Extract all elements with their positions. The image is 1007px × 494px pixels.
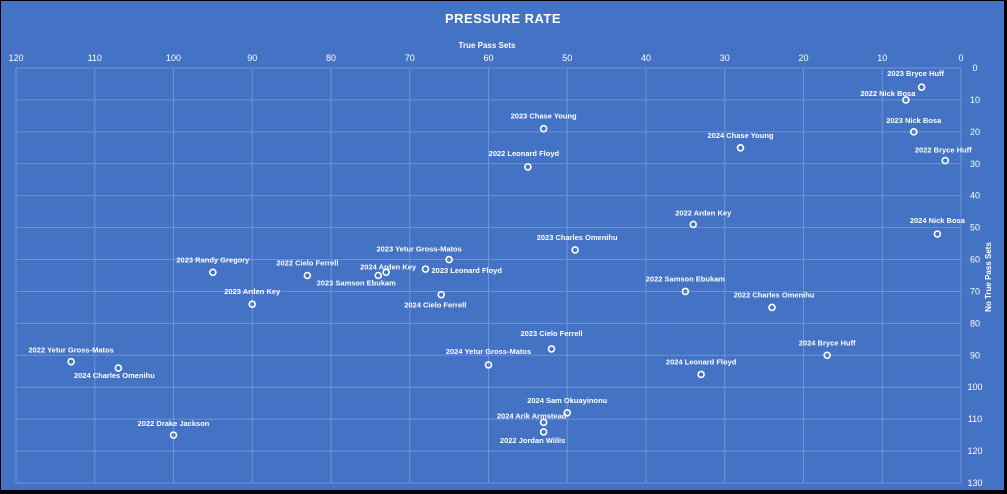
data-point-label: 2022 Yetur Gross-Matos [28, 346, 113, 355]
data-point [768, 303, 776, 312]
x-axis-title: True Pass Sets [459, 41, 516, 50]
grid-lines [15, 67, 962, 484]
data-point [539, 124, 548, 133]
x-tick-label: 50 [562, 53, 572, 63]
data-point [209, 268, 217, 277]
data-point [736, 144, 745, 152]
data-point-label: 2024 Cielo Ferrell [404, 301, 466, 310]
y-tick-label: 0 [972, 63, 977, 73]
data-point-label: 2023 Samson Ebukam [317, 279, 397, 288]
x-tick-label: 0 [958, 53, 963, 63]
data-point-label: 2023 Cielo Ferrell [520, 329, 582, 338]
y-tick-label: 80 [970, 318, 980, 328]
y-tick-label: 30 [970, 159, 980, 169]
data-point [169, 431, 178, 439]
x-tick-label: 80 [326, 53, 336, 63]
data-point [303, 271, 312, 280]
data-point-label: 2022 Nick Bosa [860, 89, 916, 98]
data-point-label: 2024 Leonard Floyd [666, 357, 737, 366]
data-point-label: 2023 Randy Gregory [176, 255, 250, 264]
y-tick-label: 60 [970, 255, 980, 265]
data-point [547, 345, 556, 353]
data-point-label: 2022 Cielo Ferrell [276, 259, 338, 268]
data-point [689, 220, 698, 229]
y-tick-label: 50 [970, 223, 980, 233]
data-point-label: 2022 Bryce Huff [915, 146, 972, 155]
x-tick-label: 120 [8, 53, 23, 63]
data-point [248, 300, 257, 309]
data-points [67, 83, 950, 439]
y-tick-label: 20 [970, 127, 980, 137]
data-point-label: 2024 Chase Young [708, 131, 774, 140]
data-point [114, 364, 123, 372]
y-tick-label: 120 [967, 446, 982, 456]
data-point-label: 2023 Yetur Gross-Matos [376, 245, 461, 254]
data-point-label: 2023 Leonard Floyd [432, 266, 503, 275]
data-point [437, 290, 446, 299]
data-point [539, 418, 548, 427]
data-point-label: 2023 Arden Key [224, 287, 281, 296]
data-point-label: 2024 Arden Key [360, 262, 417, 271]
data-point [571, 246, 579, 254]
data-point-label: 2023 Bryce Huff [887, 69, 944, 78]
y-tick-label: 110 [968, 414, 982, 424]
data-point [909, 128, 918, 136]
data-point-label: 2024 Charles Omenihu [74, 371, 155, 380]
data-point-label: 2023 Charles Omenihu [537, 233, 618, 242]
x-tick-label: 10 [877, 53, 887, 63]
x-axis-ticks: 120 110 100 90 80 70 60 50 40 30 20 10 0 [8, 53, 963, 63]
data-point [933, 230, 942, 238]
x-tick-label: 100 [166, 53, 181, 63]
y-tick-label: 40 [970, 191, 980, 201]
data-point-label: 2023 Nick Bosa [886, 116, 942, 125]
data-point-label: 2022 Samson Ebukam [646, 274, 726, 283]
x-tick-label: 20 [798, 53, 808, 63]
data-point [697, 370, 705, 379]
data-point-label: 2024 Nick Bosa [910, 216, 966, 225]
data-point [524, 163, 532, 171]
data-point-label: 2024 Bryce Huff [799, 338, 856, 347]
y-tick-label: 10 [970, 95, 980, 105]
y-axis-title: No True Pass Sets [984, 242, 993, 312]
y-tick-label: 90 [970, 350, 980, 360]
data-point-label: 2024 Yetur Gross-Matos [446, 347, 531, 356]
x-tick-label: 110 [88, 53, 102, 63]
data-point [67, 357, 75, 366]
data-point-label: 2022 Arden Key [675, 208, 732, 217]
x-tick-label: 90 [247, 53, 257, 63]
data-point [917, 83, 926, 91]
data-point-label: 2022 Jordan Willis [500, 436, 565, 445]
data-point [823, 351, 831, 360]
data-point [563, 408, 572, 417]
data-point [382, 268, 390, 277]
data-point [681, 287, 690, 296]
data-labels: 2023 Bryce Huff 2022 Nick Bosa 2023 Nick B… [28, 69, 972, 445]
x-tick-label: 60 [483, 53, 493, 63]
data-point-label: 2022 Leonard Floyd [489, 149, 560, 158]
chart-title: PRESSURE RATE [445, 11, 561, 26]
y-axis-ticks: 0 10 20 30 40 50 60 70 80 90 100 110 120 130 [967, 63, 982, 488]
data-point [484, 361, 493, 369]
data-point [445, 255, 453, 264]
data-point [421, 265, 430, 273]
data-point-label: 2022 Drake Jackson [138, 419, 210, 428]
data-point-label: 2024 Sam Okuayinonu [527, 396, 607, 405]
data-point-label: 2024 Arik Armstead [497, 411, 567, 420]
data-point [941, 156, 950, 165]
y-tick-label: 100 [967, 382, 982, 392]
data-point-label: 2022 Charles Omenihu [734, 290, 815, 299]
data-point-label: 2023 Chase Young [511, 112, 577, 121]
y-tick-label: 130 [967, 478, 982, 488]
x-tick-label: 70 [405, 53, 415, 63]
data-point [374, 271, 383, 280]
y-tick-label: 70 [970, 286, 980, 296]
data-point [902, 96, 910, 104]
x-tick-label: 40 [641, 53, 651, 63]
data-point [539, 428, 548, 436]
x-tick-label: 30 [720, 53, 730, 63]
